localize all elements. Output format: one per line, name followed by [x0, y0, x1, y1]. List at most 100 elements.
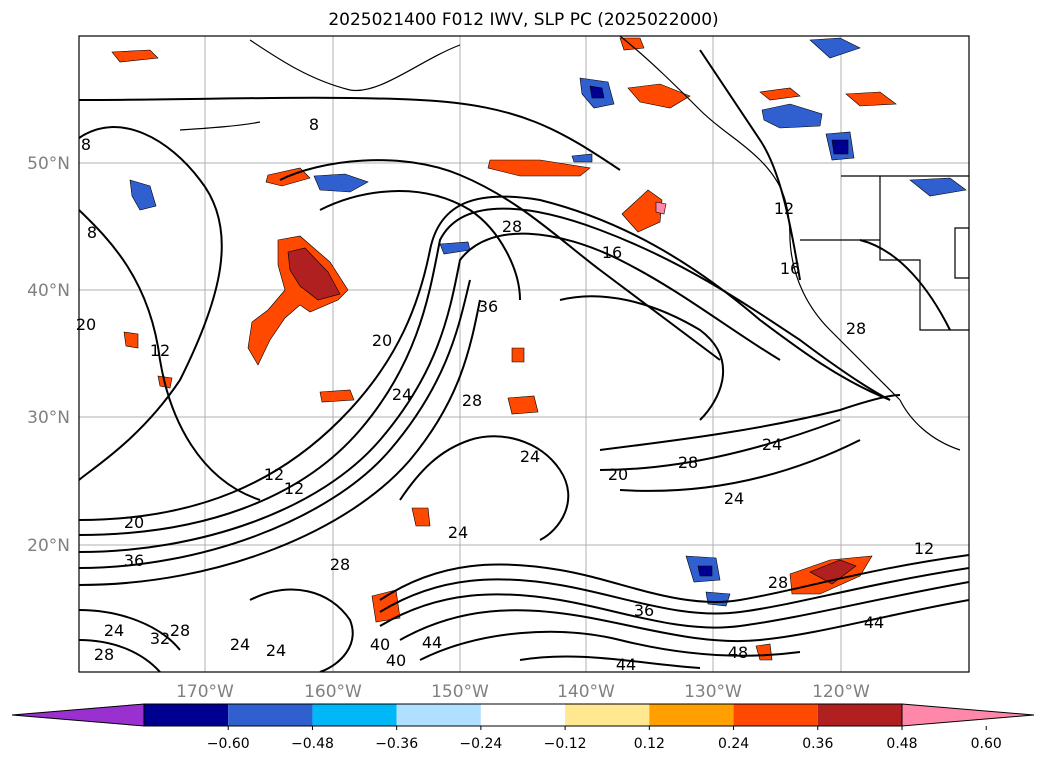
lon-label: 130°W	[684, 682, 742, 702]
contour-label: 24	[520, 447, 540, 466]
colorbar-extend-low	[11, 703, 145, 727]
map-frame	[78, 35, 970, 673]
iwv-anomaly-strong	[697, 565, 713, 577]
contour-label: 12	[774, 199, 794, 218]
contour-label: 20	[76, 315, 96, 334]
contour-label: 16	[602, 243, 622, 262]
contour-label: 20	[608, 465, 628, 484]
contour-label: 12	[914, 539, 934, 558]
colorbar-tick-label: −0.12	[544, 736, 587, 752]
iwv-anomaly-positive	[845, 91, 897, 107]
contour-label: 8	[81, 135, 91, 154]
contour-label: 12	[284, 479, 304, 498]
colorbar-tick-label: −0.60	[207, 736, 250, 752]
contour-label: 24	[724, 489, 744, 508]
contour-label: 20	[124, 513, 144, 532]
iwv-anomaly-positive	[111, 49, 159, 63]
iwv-anomaly-strong	[589, 85, 605, 99]
contour-label: 36	[124, 551, 144, 570]
iwv-shading	[111, 37, 967, 661]
contour-label: 28	[330, 555, 350, 574]
contour-label: 24	[266, 641, 286, 660]
contour-label: 36	[634, 601, 654, 620]
colorbar-segment	[144, 704, 229, 726]
iwv-anomaly-negative	[129, 179, 157, 211]
contour-label: 28	[170, 621, 190, 640]
lon-label: 150°W	[431, 682, 489, 702]
iwv-anomaly-positive	[123, 331, 139, 349]
contour-label: 16	[780, 259, 800, 278]
contour-label: 28	[462, 391, 482, 410]
colorbar-extend-high	[901, 703, 1035, 727]
contour-label: 28	[846, 319, 866, 338]
colorbar-segment	[649, 704, 734, 726]
longitude-labels: 170°W 160°W 150°W 140°W 130°W 120°W	[176, 682, 870, 702]
lon-label: 160°W	[304, 682, 362, 702]
iwv-anomaly-positive	[507, 395, 539, 415]
colorbar-tick-label: 0.12	[634, 736, 665, 752]
colorbar-tick-label: 0.24	[718, 736, 749, 752]
contour-label: 48	[728, 643, 748, 662]
coastlines	[179, 36, 969, 451]
iwv-anomaly-positive	[619, 37, 645, 51]
iwv-anomaly-positive	[319, 389, 355, 403]
iwv-anomaly-strong	[831, 139, 849, 155]
contour-label: 28	[768, 573, 788, 592]
iwv-anomaly-strong	[809, 559, 857, 585]
colorbar-tick-label: −0.48	[291, 736, 334, 752]
iwv-anomaly-positive	[627, 83, 691, 109]
colorbar-tick-label: 0.60	[971, 736, 1002, 752]
colorbar-segment	[396, 704, 481, 726]
contour-label: 28	[502, 217, 522, 236]
contour-label: 24	[762, 435, 782, 454]
lat-label: 40°N	[27, 281, 70, 301]
contour-label: 36	[478, 297, 498, 316]
iwv-anomaly-negative	[705, 591, 731, 607]
contour-label: 44	[616, 655, 636, 674]
iwv-anomaly-negative	[761, 103, 823, 129]
iwv-anomaly-negative	[909, 177, 967, 197]
lat-label: 30°N	[27, 408, 70, 428]
contour-label: 24	[104, 621, 124, 640]
lon-label: 120°W	[812, 682, 870, 702]
iwv-anomaly-positive	[759, 87, 801, 101]
iwv-anomaly-strong	[655, 201, 667, 215]
colorbar-segment	[733, 704, 818, 726]
slp-contours	[79, 49, 969, 672]
contour-label: 40	[386, 651, 406, 670]
iwv-anomaly-positive	[511, 347, 525, 363]
lon-label: 170°W	[176, 682, 234, 702]
colorbar: −0.60 −0.48 −0.36 −0.24 −0.12 0.12 0.24 0.36 0.4…	[11, 703, 1035, 752]
lat-label: 50°N	[27, 154, 70, 174]
iwv-anomaly-negative	[313, 173, 369, 193]
contour-label: 28	[94, 645, 114, 664]
colorbar-segment	[817, 704, 902, 726]
iwv-anomaly-positive	[571, 153, 593, 163]
colorbar-segment	[228, 704, 313, 726]
contour-label: 24	[392, 385, 412, 404]
iwv-anomaly-strong	[287, 247, 341, 301]
latitude-labels: 50°N 40°N 30°N 20°N	[27, 154, 70, 556]
contour-label: 20	[372, 331, 392, 350]
colorbar-segment	[312, 704, 397, 726]
contour-label: 12	[264, 465, 284, 484]
contour-label: 24	[448, 523, 468, 542]
colorbar-tick-label: 0.48	[886, 736, 917, 752]
contour-label: 44	[422, 633, 442, 652]
colorbar-tick-label: −0.24	[459, 736, 502, 752]
contour-label: 44	[864, 613, 884, 632]
contour-label: 8	[87, 223, 97, 242]
contour-label: 28	[678, 453, 698, 472]
contour-label: 24	[230, 635, 250, 654]
iwv-anomaly-positive	[371, 589, 401, 623]
iwv-anomaly-negative	[809, 37, 861, 59]
iwv-anomaly-positive	[411, 507, 431, 527]
iwv-anomaly-positive	[487, 159, 591, 177]
contour-label: 12	[150, 341, 170, 360]
colorbar-segment	[565, 704, 650, 726]
lat-label: 20°N	[27, 536, 70, 556]
contour-label: 32	[150, 629, 170, 648]
lon-label: 140°W	[557, 682, 615, 702]
chart-title: 2025021400 F012 IWV, SLP PC (2025022000)	[328, 10, 719, 30]
